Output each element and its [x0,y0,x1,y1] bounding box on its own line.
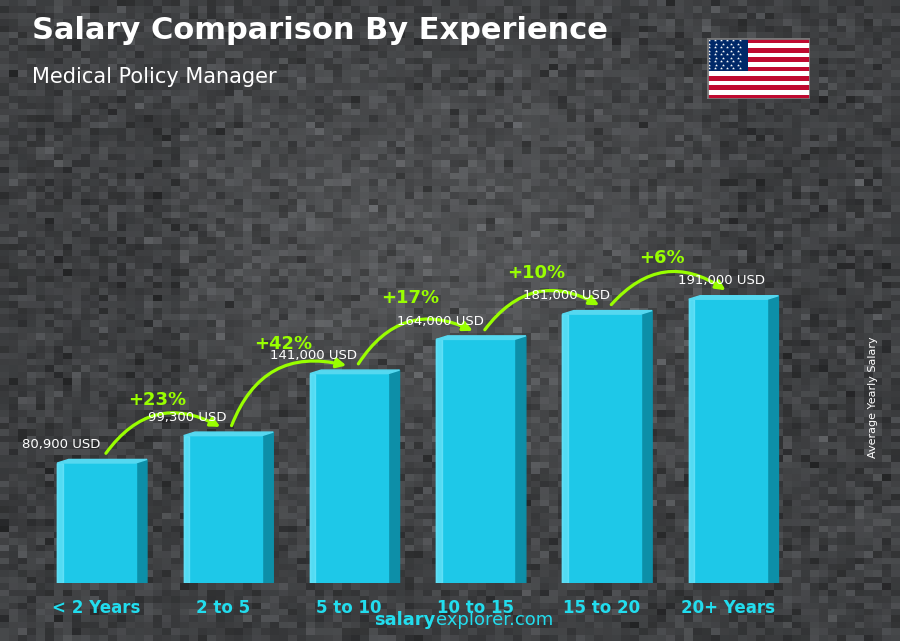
Bar [706,85,810,90]
Bar [310,374,315,583]
Bar [310,374,316,583]
Bar [58,463,63,583]
Text: +6%: +6% [640,249,685,267]
Bar [706,81,810,85]
Bar [310,374,388,583]
Polygon shape [562,311,652,314]
Bar [184,436,189,583]
Bar [688,299,695,583]
Polygon shape [388,370,400,583]
FancyArrowPatch shape [485,290,596,329]
Bar [706,90,810,95]
Polygon shape [262,432,274,583]
Bar [706,71,810,76]
Polygon shape [688,296,778,299]
Text: 80,900 USD: 80,900 USD [22,438,100,451]
Text: Salary Comparison By Experience: Salary Comparison By Experience [32,16,608,45]
Bar [562,314,568,583]
Text: 181,000 USD: 181,000 USD [523,289,610,303]
Bar [706,53,810,57]
Bar [184,436,262,583]
Bar [706,57,810,62]
Bar [706,76,810,81]
Bar [688,299,694,583]
Text: +17%: +17% [381,290,439,308]
Text: +23%: +23% [128,391,186,409]
Bar [706,62,810,67]
Bar [706,43,810,48]
Text: salary: salary [374,612,436,629]
Bar [706,67,810,71]
Bar [562,314,569,583]
Bar [688,299,767,583]
Bar [436,340,515,583]
Text: Average Yearly Salary: Average Yearly Salary [868,337,878,458]
Polygon shape [58,460,147,463]
Text: 191,000 USD: 191,000 USD [678,274,765,287]
Bar [706,38,748,71]
Bar [58,463,64,583]
Text: 164,000 USD: 164,000 USD [397,315,483,328]
Polygon shape [767,296,778,583]
Text: Medical Policy Manager: Medical Policy Manager [32,67,276,87]
Bar [562,314,641,583]
Bar [706,38,810,43]
FancyArrowPatch shape [611,271,723,304]
Polygon shape [641,311,652,583]
Bar [436,340,443,583]
Bar [436,340,442,583]
Polygon shape [136,460,147,583]
Polygon shape [184,432,274,436]
Text: +10%: +10% [507,264,565,282]
Polygon shape [310,370,400,374]
Bar [706,48,810,53]
FancyArrowPatch shape [231,359,343,426]
Text: +42%: +42% [255,335,312,353]
Polygon shape [436,336,526,340]
Text: 141,000 USD: 141,000 USD [270,349,357,362]
FancyArrowPatch shape [358,319,470,364]
FancyArrowPatch shape [106,413,217,453]
Text: explorer.com: explorer.com [436,612,553,629]
Text: 99,300 USD: 99,300 USD [148,411,227,424]
Bar [184,436,190,583]
Polygon shape [515,336,526,583]
Bar [706,95,810,99]
Bar [58,463,136,583]
